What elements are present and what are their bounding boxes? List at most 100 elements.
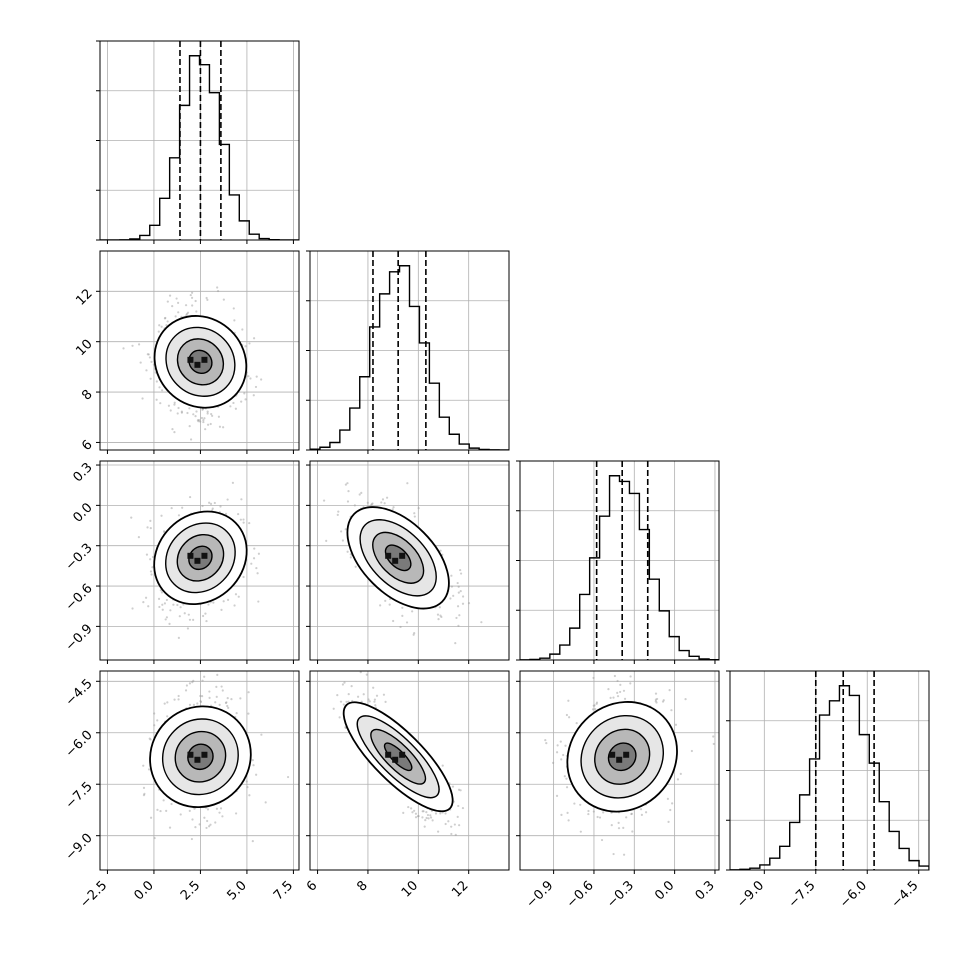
scatter-point [439,549,442,552]
scatter-point [460,572,463,575]
scatter-point [243,392,246,395]
scatter-point [206,298,209,301]
scatter-point [616,691,619,694]
scatter-point [137,343,141,346]
scatter-point [239,697,242,700]
scatter-point [573,802,576,805]
x-tick-label: 5.0 [225,878,250,903]
x-tick-label: −2.5 [77,878,110,911]
scatter-point [190,291,194,294]
scatter-point [211,414,214,417]
scatter-point [180,410,183,413]
scatter-point [412,633,415,636]
scatter-point [346,482,349,485]
scatter-point [248,521,251,525]
scatter-point [157,330,160,333]
scatter-point [206,412,209,415]
y-tick-label: −0.3 [63,541,96,574]
scatter-point [367,698,370,701]
scatter-point [208,696,211,700]
scatter-point [619,683,622,686]
histogram-0 [100,55,299,240]
scatter-point [368,700,371,703]
scatter-point [639,808,643,811]
scatter-point [122,347,125,350]
scatter-point [613,674,616,678]
scatter-point [592,676,595,680]
scatter-point [249,377,252,380]
scatter-point [247,691,250,694]
scatter-point [156,719,159,722]
panel-2-2 [516,460,720,664]
scatter-point [206,808,210,811]
scatter-point [171,427,174,431]
scatter-point [411,811,414,814]
scatter-point [341,683,345,686]
scatter-point [371,502,374,505]
scatter-point [666,797,669,800]
y-tick-label: −6.0 [63,728,96,761]
x-tick-label: 10 [399,878,421,900]
scatter-point [337,510,340,513]
scatter-point [456,581,459,585]
scatter-point [575,722,578,725]
scatter-point [195,410,198,413]
scatter-point [242,518,245,521]
scatter-point [220,685,223,688]
scatter-point [339,700,343,703]
scatter-point [151,555,155,559]
scatter-point [450,585,454,588]
panel-frame [519,670,720,871]
scatter-point [185,684,189,687]
scatter-point [158,605,161,609]
scatter-point [616,695,620,698]
scatter-point [457,624,460,627]
scatter-point [411,610,414,613]
scatter-point [630,812,633,815]
scatter-point [413,809,416,812]
scatter-point [250,562,253,565]
scatter-point [204,428,207,431]
scatter-point [594,707,597,711]
scatter-point [347,700,350,703]
scatter-point [640,813,643,817]
density-peak [399,751,406,758]
scatter-point [233,604,236,607]
scatter-point [555,751,559,754]
panel-1-1 [306,250,510,454]
scatter-point [248,794,251,797]
scatter-point [260,378,263,381]
scatter-point [196,702,199,705]
scatter-point [457,591,460,594]
scatter-point [257,600,260,603]
scatter-point [158,324,161,327]
scatter-point [257,552,260,555]
panel-frame [309,460,510,661]
x-tick-label: 8 [354,878,370,894]
scatter-point [429,814,432,817]
scatter-point [191,818,194,821]
scatter-point [164,618,167,621]
scatter-point [256,572,259,575]
scatter-point [545,742,548,745]
histogram-1 [310,265,509,450]
scatter-point [161,608,164,611]
scatter-point [434,812,438,815]
panel-frame [99,40,300,241]
scatter-point [153,836,156,840]
scatter-point [670,709,673,712]
scatter-point [160,325,163,328]
scatter-point [163,530,166,533]
scatter-point [197,420,200,423]
scatter-point [414,816,418,819]
scatter-point [173,698,176,701]
scatter-point [437,618,440,621]
density-peak [623,751,630,758]
scatter-point [407,805,410,809]
scatter-point [153,712,156,715]
scatter-point [342,703,345,706]
density-peak [201,552,208,559]
scatter-point [186,627,190,630]
scatter-point [221,815,224,818]
scatter-point [231,481,235,484]
